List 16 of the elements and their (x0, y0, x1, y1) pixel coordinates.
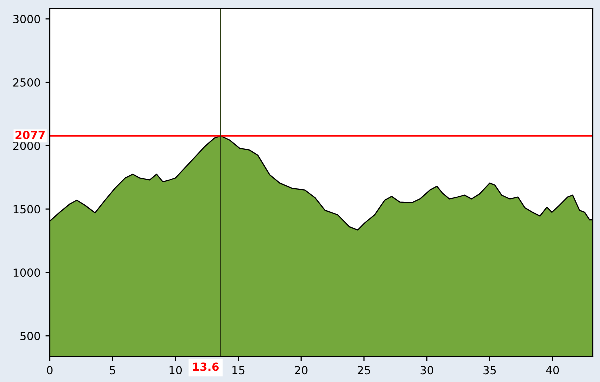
y-tick-label: 3000 (14, 15, 40, 24)
x-tick-label: 40 (546, 366, 560, 375)
x-tick-label: 0 (47, 366, 53, 375)
x-tick-label: 10 (170, 366, 182, 375)
y-tick-label: 1000 (14, 268, 40, 278)
y-tick-label: 1500 (14, 205, 40, 214)
ref-line-label: 2077 (16, 130, 45, 140)
x-tick-label: 25 (358, 366, 370, 375)
x-tick-label: 30 (420, 366, 434, 375)
y-tick-label: 500 (20, 332, 40, 340)
x-tick-label: 15 (232, 366, 245, 375)
x-tick-label: 20 (295, 366, 308, 375)
x-tick-label: 35 (484, 366, 496, 375)
ref-line-label: 13.6 (193, 362, 219, 372)
x-tick-label: 5 (110, 366, 116, 375)
y-tick-label: 2500 (14, 78, 40, 87)
